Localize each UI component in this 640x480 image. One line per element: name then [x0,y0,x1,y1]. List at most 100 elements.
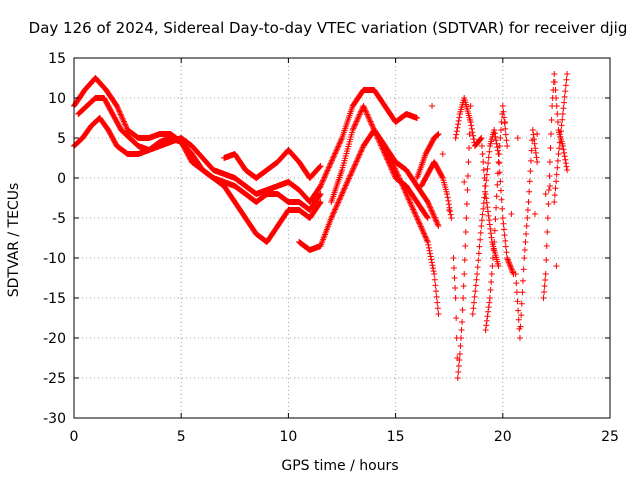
y-tick-label: -15 [43,291,66,307]
track-4-point [317,163,324,169]
track-7-point [350,125,357,132]
track-2-point [332,150,339,157]
track-5-point [341,185,348,192]
track-8-point [434,132,441,139]
track-12-point [486,148,493,155]
scatter-point [531,211,538,217]
track-2-point [336,140,343,147]
track-5-point [357,148,364,155]
track-16-point [551,192,558,199]
track-1-point [114,104,121,111]
track-6-point [415,219,422,226]
track-5-point [333,202,340,209]
track-12-point [470,305,477,312]
track-5-point [348,169,355,176]
track-15-point [552,87,559,93]
track-12-point [507,263,514,270]
track-5-point [350,164,357,171]
track-11-point [454,124,461,131]
track-6-point [417,222,424,229]
track-15-point [551,71,558,77]
track-13-point [502,131,509,138]
track-14-point [532,149,539,156]
track-2-point [337,139,344,146]
track-5-point [345,175,352,182]
track-10-point [452,285,459,291]
track-12-point [481,194,488,201]
track-7-point [385,158,392,165]
track-13-point [495,159,502,165]
track-2-point [335,143,342,150]
track-12-point [509,269,516,276]
track-2-point [321,174,328,181]
track-7-point [381,151,388,157]
track-5-point [333,203,340,210]
y-tick-label: 15 [48,51,66,67]
track-6-point [415,217,422,224]
track-12-point [496,160,503,167]
track-13-point [501,114,508,121]
x-tick-label: 0 [70,429,79,445]
track-9-point [445,197,452,204]
track-16-point [553,171,560,178]
track-15-point [542,271,549,277]
track-1-point [122,121,129,128]
track-11-point [452,135,459,141]
track-11-point [485,212,492,219]
track-15-point [544,215,551,221]
track-6-point [433,288,440,295]
track-1-point [119,115,126,122]
track-12-point [472,282,479,289]
track-12-point [494,147,501,154]
track-10-point [455,363,462,369]
track-5-point [356,151,363,158]
track-11-point [455,121,462,128]
track-5-point [431,214,438,221]
track-5-point [345,176,352,183]
track-11-point [488,234,495,241]
track-14-point [513,280,520,287]
scatter-point [439,151,446,157]
track-14-point [532,145,539,152]
scatter-point [446,207,453,213]
track-6-point [428,256,435,263]
track-2-point [331,151,338,158]
track-8-point [434,131,441,138]
x-tick-label: 5 [177,429,186,445]
track-12-point [485,160,492,167]
track-7-point [368,121,375,128]
track-2-point [334,144,341,151]
y-tick-label: 5 [57,131,66,147]
track-6-point [409,205,416,212]
scatter-point [429,103,436,109]
track-1-point [116,108,123,115]
track-15-point [543,243,550,249]
track-5-point [328,213,335,220]
track-6-point [420,230,427,237]
track-14-point [531,136,538,143]
track-5-point [432,217,439,224]
track-4-point [316,164,323,171]
track-10-point [452,295,459,301]
track-15-point [541,283,548,289]
track-5-point [337,193,344,200]
track-6-point [430,265,437,272]
track-12-point [502,237,509,244]
track-12-point [497,178,504,185]
track-12-point [508,266,515,273]
track-15-point [545,187,552,193]
track-10-point [464,187,471,193]
track-2-point [318,181,325,188]
track-7-point [356,111,363,118]
track-16-point [556,145,563,152]
track-15-point [554,119,561,125]
track-6-point [419,227,426,234]
y-axis-label: SDTVAR / TECUs [6,183,22,298]
track-12-point [508,265,515,272]
track-5-point [425,200,432,207]
track-5-point [334,200,341,207]
track-9-point [444,194,451,201]
track-7-point [351,122,358,129]
track-3-point [316,191,323,198]
track-5-point [356,152,363,159]
